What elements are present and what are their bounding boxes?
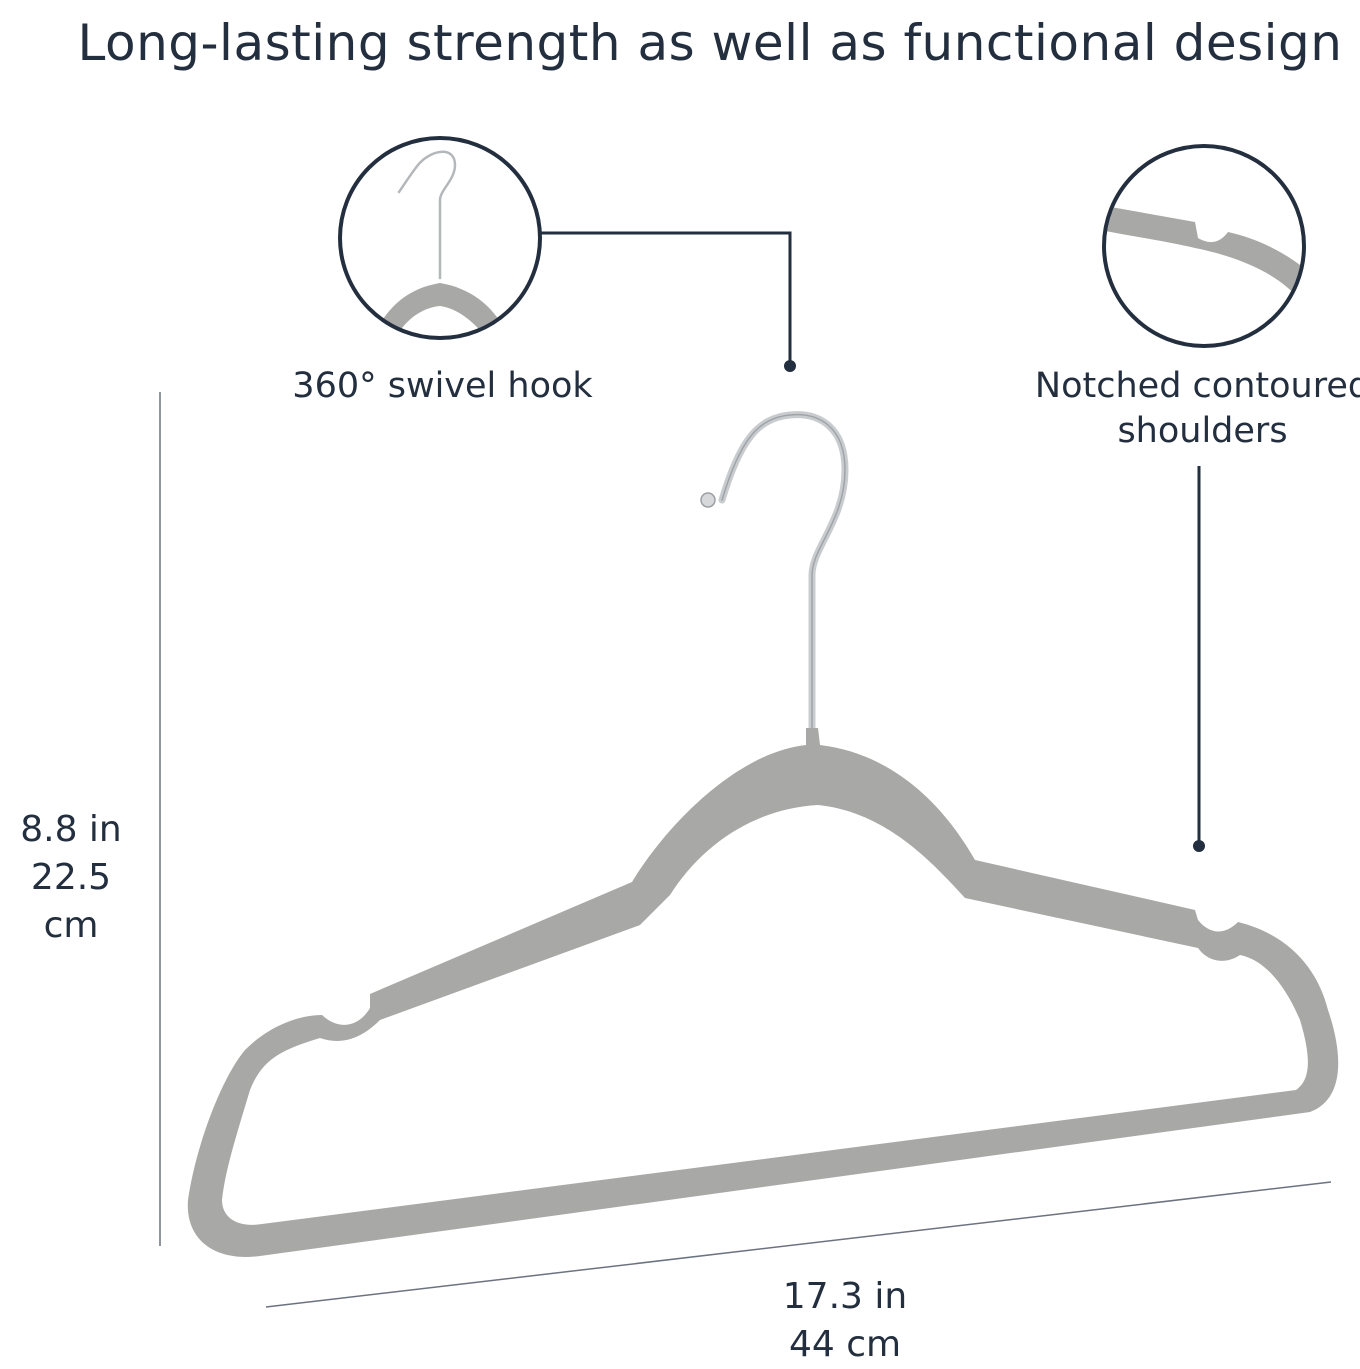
shoulder-label-line2: shoulders: [1117, 411, 1288, 451]
width-inches: 17.3 in: [782, 1276, 908, 1317]
shoulder-detail-circle: [1102, 144, 1306, 348]
hook-label: 360° swivel hook: [292, 366, 593, 406]
width-dimension: 17.3 in 44 cm: [745, 1273, 945, 1369]
hanger-body: [187, 728, 1339, 1257]
metal-hook: [718, 411, 849, 734]
shoulder-label-line1: Notched contoured: [1034, 366, 1360, 406]
width-dimension-line: [265, 1181, 1332, 1308]
height-centimeters: 22.5 cm: [30, 857, 112, 946]
hook-leader-dot: [784, 360, 796, 372]
shoulder-leader-dot: [1193, 840, 1205, 852]
hook-leader-line: [540, 231, 792, 366]
page-title: Long-lasting strength as well as functio…: [77, 14, 1343, 72]
shoulder-label: Notched contoured shoulders: [1030, 364, 1360, 454]
width-centimeters: 44 cm: [788, 1324, 902, 1365]
height-inches: 8.8 in: [20, 809, 122, 850]
hook-detail-circle: [338, 136, 542, 340]
height-dimension: 8.8 in 22.5 cm: [0, 806, 142, 950]
